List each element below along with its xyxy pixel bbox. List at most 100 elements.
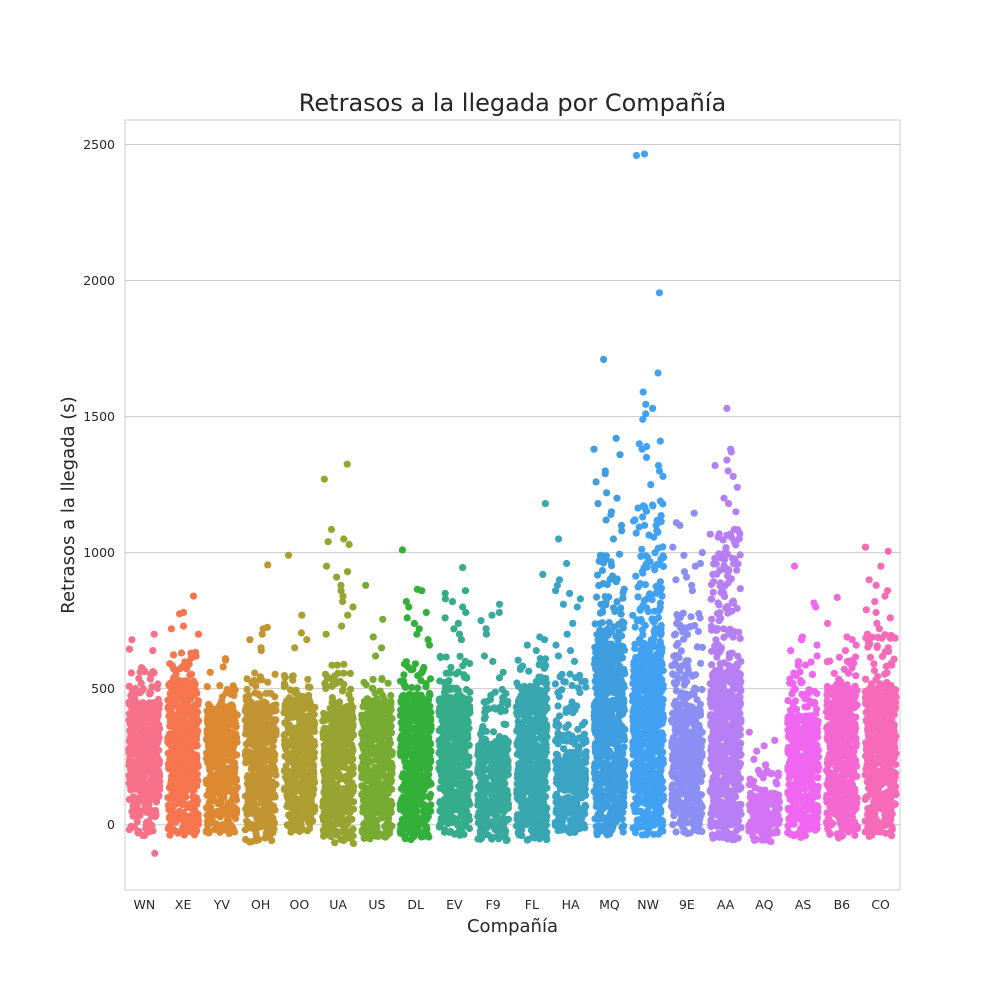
- data-point: [501, 697, 510, 705]
- data-point: [479, 745, 487, 753]
- data-point: [411, 701, 419, 709]
- data-point: [425, 770, 433, 778]
- data-point: [246, 636, 254, 644]
- data-point: [371, 689, 379, 697]
- data-point: [261, 714, 269, 722]
- data-point: [287, 790, 295, 798]
- data-point: [348, 718, 356, 727]
- data-point: [232, 814, 240, 823]
- data-point: [327, 525, 336, 534]
- data-point: [483, 780, 491, 788]
- data-point: [152, 752, 160, 761]
- data-point: [128, 636, 136, 644]
- data-point: [427, 807, 435, 815]
- data-point: [480, 652, 488, 660]
- data-point: [400, 815, 408, 823]
- data-point: [339, 740, 347, 748]
- data-point: [400, 772, 409, 780]
- data-point: [167, 761, 175, 769]
- data-point: [478, 788, 486, 796]
- data-point: [448, 781, 456, 789]
- data-point: [503, 797, 511, 805]
- data-point: [427, 740, 435, 748]
- data-point: [302, 757, 310, 765]
- data-point: [255, 722, 263, 730]
- data-point: [125, 758, 133, 766]
- data-point: [258, 698, 266, 706]
- data-point: [156, 777, 164, 786]
- data-point: [421, 732, 429, 741]
- data-point: [403, 614, 411, 622]
- data-point: [362, 581, 370, 589]
- data-point: [271, 670, 279, 678]
- data-point: [450, 625, 458, 633]
- data-point: [324, 538, 332, 546]
- data-point: [365, 833, 373, 841]
- data-point: [380, 696, 389, 704]
- data-point: [264, 678, 272, 686]
- data-point: [219, 663, 227, 671]
- data-point: [150, 630, 158, 638]
- data-point: [266, 720, 274, 728]
- data-point: [362, 681, 370, 689]
- data-point: [266, 738, 274, 746]
- data-point: [270, 756, 278, 764]
- data-point: [156, 772, 164, 781]
- data-point: [183, 678, 191, 686]
- data-point: [209, 753, 217, 761]
- data-point: [463, 778, 471, 786]
- data-point: [169, 825, 177, 834]
- data-point: [286, 779, 294, 787]
- data-point: [251, 669, 259, 677]
- data-point: [130, 823, 139, 831]
- data-point: [147, 779, 156, 788]
- data-point: [248, 679, 256, 687]
- data-point: [328, 786, 336, 794]
- data-point: [504, 804, 512, 812]
- data-point: [321, 752, 329, 760]
- data-point: [408, 715, 416, 723]
- data-point: [215, 757, 223, 765]
- data-point: [141, 709, 149, 717]
- data-point: [138, 664, 146, 672]
- data-point: [176, 610, 184, 618]
- data-point: [466, 800, 474, 808]
- data-point: [436, 797, 444, 806]
- data-point: [190, 677, 198, 685]
- data-point: [441, 614, 449, 622]
- data-point: [306, 733, 314, 741]
- data-point: [271, 716, 280, 724]
- data-point: [258, 676, 266, 684]
- data-point: [420, 763, 428, 771]
- data-point: [127, 691, 135, 700]
- data-point: [290, 760, 298, 768]
- data-point: [440, 678, 449, 687]
- data-point: [304, 683, 313, 691]
- data-point: [387, 697, 395, 706]
- data-point: [442, 669, 450, 677]
- data-point: [217, 807, 226, 815]
- data-point: [265, 825, 273, 833]
- data-point: [192, 652, 200, 660]
- data-point: [209, 736, 217, 744]
- data-point: [136, 747, 144, 755]
- data-point: [222, 656, 230, 664]
- data-point: [379, 615, 387, 623]
- data-point: [127, 698, 135, 706]
- data-point: [230, 759, 239, 767]
- data-point: [456, 798, 464, 806]
- data-point: [176, 665, 184, 673]
- data-point: [422, 747, 431, 755]
- data-point: [290, 819, 298, 828]
- data-point: [403, 797, 411, 805]
- data-point: [498, 769, 506, 777]
- data-point: [209, 817, 217, 826]
- data-point: [437, 777, 446, 786]
- data-point: [193, 731, 201, 739]
- data-point: [288, 672, 296, 681]
- data-point: [425, 833, 433, 841]
- data-point: [411, 660, 419, 668]
- data-point: [399, 691, 407, 699]
- data-point: [346, 669, 354, 678]
- data-point: [250, 825, 258, 834]
